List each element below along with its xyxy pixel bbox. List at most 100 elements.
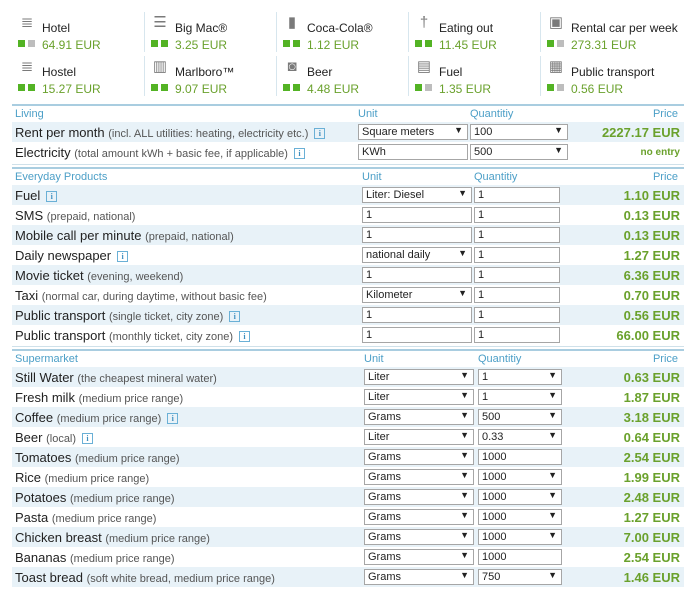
info-icon[interactable]: i	[229, 311, 241, 322]
unit-value: Square meters	[362, 126, 435, 138]
unit-input[interactable]: KWh	[358, 144, 468, 160]
info-icon[interactable]: i	[293, 148, 305, 159]
unit-input[interactable]: 1	[362, 267, 472, 283]
rating-dot	[151, 84, 158, 91]
summary-item[interactable]: ≣ Hostel 15.27 EUR	[12, 56, 140, 96]
quantity-value: 1	[478, 329, 485, 341]
chevron-down-icon: ▼	[460, 410, 469, 420]
quantity-select[interactable]: 1000 ▼	[478, 489, 562, 505]
quantity-value: 0.33	[482, 431, 504, 443]
unit-value: 1	[366, 269, 373, 281]
quantity-select[interactable]: 0.33 ▼	[478, 429, 562, 445]
quantity-input[interactable]: 1	[474, 327, 560, 343]
unit-select[interactable]: Grams ▼	[364, 549, 474, 565]
info-icon[interactable]: i	[46, 191, 58, 202]
quantity-input[interactable]: 1	[474, 207, 560, 223]
quantity-select[interactable]: 1 ▼	[478, 369, 562, 385]
summary-item[interactable]: ▮ Coca-Cola® 1.12 EUR	[276, 12, 404, 52]
unit-select[interactable]: Grams ▼	[364, 409, 474, 425]
quantity-select[interactable]: 750 ▼	[478, 569, 562, 585]
rating-dot	[151, 40, 158, 47]
rating-dots	[18, 40, 38, 48]
unit-select[interactable]: Liter: Diesel ▼	[362, 187, 472, 203]
living-qty-header: Quantitiy	[470, 108, 514, 120]
chevron-down-icon: ▼	[460, 490, 469, 500]
quantity-input[interactable]: 1000	[478, 449, 562, 465]
quantity-select[interactable]: 1000 ▼	[478, 509, 562, 525]
unit-value: 1	[366, 329, 373, 341]
item-name-cell: Beer (local) i	[15, 430, 94, 445]
quantity-value: 1	[482, 371, 489, 383]
summary-label: Hostel	[42, 65, 77, 79]
price-value: 1.99 EUR	[623, 470, 680, 485]
quantity-input[interactable]: 1	[474, 247, 560, 263]
unit-select[interactable]: Grams ▼	[364, 469, 474, 485]
summary-item[interactable]: ▤ Fuel 1.35 EUR	[408, 56, 536, 96]
summary-item[interactable]: ◙ Beer 4.48 EUR	[276, 56, 404, 96]
price-value: 2.54 EUR	[623, 550, 680, 565]
unit-select[interactable]: Liter ▼	[364, 429, 474, 445]
unit-select[interactable]: Square meters ▼	[358, 124, 468, 140]
summary-label: Hotel	[42, 21, 71, 35]
chevron-down-icon: ▼	[548, 390, 557, 400]
quantity-input[interactable]: 1	[474, 227, 560, 243]
info-icon[interactable]: i	[167, 413, 179, 424]
table-row: Chicken breast (medium price range) Grams…	[12, 527, 684, 547]
unit-input[interactable]: 1	[362, 227, 472, 243]
quantity-select[interactable]: 500 ▼	[478, 409, 562, 425]
quantity-input[interactable]: 1	[474, 307, 560, 323]
table-row: Fresh milk (medium price range) Liter ▼ 1 ▼ 1…	[12, 387, 684, 407]
quantity-select[interactable]: 500 ▼	[470, 144, 568, 160]
unit-select[interactable]: national daily ▼	[362, 247, 472, 263]
info-icon[interactable]: i	[314, 128, 326, 139]
summary-item[interactable]: ≣ Hotel 64.91 EUR	[12, 12, 140, 52]
summary-item[interactable]: † Eating out 11.45 EUR	[408, 12, 536, 52]
unit-input[interactable]: 1	[362, 207, 472, 223]
unit-select[interactable]: Liter ▼	[364, 369, 474, 385]
unit-value: Grams	[368, 551, 401, 563]
unit-value: Liter	[368, 391, 390, 403]
info-icon[interactable]: i	[117, 251, 129, 262]
item-name-cell: Coffee (medium price range) i	[15, 410, 179, 425]
info-icon[interactable]: i	[82, 433, 94, 444]
unit-select[interactable]: Grams ▼	[364, 569, 474, 585]
item-name-cell: Fresh milk (medium price range)	[15, 390, 183, 405]
unit-select[interactable]: Grams ▼	[364, 449, 474, 465]
quantity-input[interactable]: 1	[474, 287, 560, 303]
quantity-input[interactable]: 1000	[478, 549, 562, 565]
quantity-input[interactable]: 1	[474, 187, 560, 203]
summary-label: Eating out	[439, 21, 494, 35]
chevron-down-icon: ▼	[460, 570, 469, 580]
item-name-cell: Bananas (medium price range)	[15, 550, 175, 565]
table-row: Mobile call per minute (prepaid, nationa…	[12, 225, 684, 245]
unit-select[interactable]: Grams ▼	[364, 509, 474, 525]
summary-item[interactable]: ▥ Marlboro™ 9.07 EUR	[144, 56, 272, 96]
quantity-value: 1	[478, 289, 485, 301]
item-name: Rent per month	[15, 125, 105, 140]
quantity-input[interactable]: 1	[474, 267, 560, 283]
rating-dots	[151, 40, 171, 48]
quantity-select[interactable]: 1 ▼	[478, 389, 562, 405]
summary-item[interactable]: ▣ Rental car per week 273.31 EUR	[540, 12, 678, 52]
summary-value: 4.48 EUR	[307, 82, 360, 96]
unit-select[interactable]: Grams ▼	[364, 489, 474, 505]
supermarket-rows: Still Water (the cheapest mineral water)…	[12, 367, 684, 587]
info-icon[interactable]: i	[239, 331, 251, 342]
item-name: Chicken breast	[15, 530, 102, 545]
item-name: Fuel	[15, 188, 41, 203]
item-note: (total amount kWh + basic fee, if applic…	[74, 148, 288, 160]
summary-item[interactable]: ☰ Big Mac® 3.25 EUR	[144, 12, 272, 52]
price-value: 1.27 EUR	[623, 510, 680, 525]
unit-select[interactable]: Liter ▼	[364, 389, 474, 405]
quantity-select[interactable]: 1000 ▼	[478, 469, 562, 485]
quantity-select[interactable]: 1000 ▼	[478, 529, 562, 545]
summary-value: 1.12 EUR	[307, 38, 360, 52]
unit-input[interactable]: 1	[362, 307, 472, 323]
quantity-value: 500	[474, 146, 493, 158]
unit-select[interactable]: Kilometer ▼	[362, 287, 472, 303]
summary-item[interactable]: ▦ Public transport 0.56 EUR	[540, 56, 668, 96]
quantity-select[interactable]: 100 ▼	[470, 124, 568, 140]
unit-select[interactable]: Grams ▼	[364, 529, 474, 545]
unit-input[interactable]: 1	[362, 327, 472, 343]
summary-label: Beer	[307, 65, 333, 79]
